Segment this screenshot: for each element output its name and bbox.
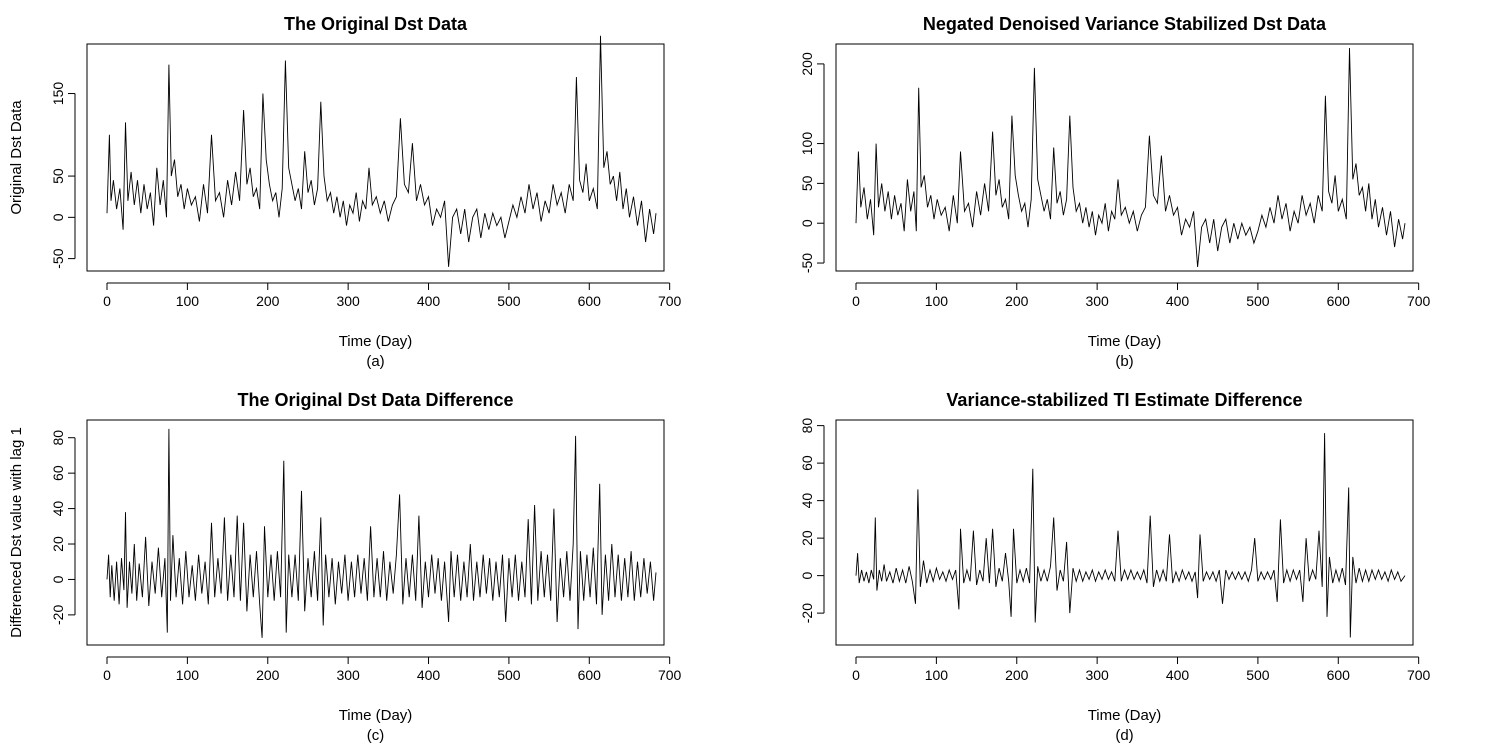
y-tick-label: -50 [799, 253, 815, 273]
x-tick-label: 0 [852, 293, 860, 309]
panel-caption: (d) [1115, 727, 1133, 744]
x-tick-label: 200 [256, 667, 280, 683]
y-tick-label: -20 [799, 603, 815, 623]
x-tick-label: 700 [658, 293, 682, 309]
y-tick-label: 40 [799, 493, 815, 509]
x-tick-label: 200 [256, 293, 280, 309]
series-line [106, 428, 657, 638]
chart-title: Variance-stabilized TI Estimate Differen… [946, 390, 1302, 410]
y-axis-label: Differenced Dst value with lag 1 [8, 427, 25, 638]
panel-d: Variance-stabilized TI Estimate Differen… [799, 390, 1431, 744]
x-tick-label: 700 [1407, 293, 1431, 309]
x-axis-label: Time (Day) [1088, 707, 1162, 724]
x-tick-label: 500 [497, 293, 521, 309]
y-tick-label: 20 [799, 530, 815, 546]
series-line [106, 35, 657, 267]
y-tick-label: 60 [799, 455, 815, 471]
x-axis-label: Time (Day) [339, 333, 413, 350]
x-tick-label: 300 [336, 667, 360, 683]
chart-title: The Original Dst Data Difference [237, 390, 513, 410]
x-tick-label: 500 [1246, 293, 1270, 309]
x-tick-label: 100 [176, 667, 200, 683]
y-tick-label: 50 [799, 175, 815, 191]
y-tick-label: -50 [50, 248, 66, 268]
chart-title: The Original Dst Data [284, 14, 468, 34]
x-tick-label: 100 [176, 293, 200, 309]
x-tick-label: 100 [925, 293, 949, 309]
y-tick-label: 0 [50, 213, 66, 221]
x-tick-label: 600 [1327, 293, 1351, 309]
panel-b: Negated Denoised Variance Stabilized Dst… [799, 14, 1431, 370]
plot-frame [86, 419, 665, 646]
x-tick-label: 200 [1005, 293, 1029, 309]
y-tick-label: 20 [50, 536, 66, 552]
x-tick-label: 400 [417, 293, 441, 309]
y-tick-label: 100 [799, 132, 815, 156]
series-line [855, 47, 1406, 268]
x-tick-label: 100 [925, 667, 949, 683]
y-tick-label: 50 [50, 168, 66, 184]
x-tick-label: 0 [852, 667, 860, 683]
panel-caption: (c) [367, 727, 385, 744]
chart-title: Negated Denoised Variance Stabilized Dst… [923, 14, 1327, 34]
x-tick-label: 400 [417, 667, 441, 683]
x-tick-label: 500 [497, 667, 521, 683]
panel-caption: (b) [1115, 353, 1133, 370]
plot-frame [835, 419, 1414, 646]
x-tick-label: 500 [1246, 667, 1270, 683]
series-line [855, 433, 1406, 638]
y-tick-label: 0 [799, 572, 815, 580]
x-tick-label: 700 [658, 667, 682, 683]
x-tick-label: 300 [1085, 667, 1109, 683]
x-tick-label: 600 [578, 667, 602, 683]
x-tick-label: 400 [1166, 667, 1190, 683]
y-tick-label: 80 [50, 430, 66, 446]
y-tick-label: 40 [50, 501, 66, 517]
y-tick-label: -20 [50, 605, 66, 625]
y-tick-label: 60 [50, 465, 66, 481]
y-tick-label: 80 [799, 418, 815, 434]
y-tick-label: 150 [50, 82, 66, 106]
y-tick-label: 0 [50, 575, 66, 583]
y-tick-label: 200 [799, 52, 815, 76]
x-tick-label: 300 [1085, 293, 1109, 309]
x-tick-label: 200 [1005, 667, 1029, 683]
x-tick-label: 600 [578, 293, 602, 309]
x-axis-label: Time (Day) [339, 707, 413, 724]
x-tick-label: 600 [1327, 667, 1351, 683]
x-tick-label: 300 [336, 293, 360, 309]
x-axis-label: Time (Day) [1088, 333, 1162, 350]
x-tick-label: 0 [103, 667, 111, 683]
y-tick-label: 0 [799, 219, 815, 227]
panel-caption: (a) [366, 353, 384, 370]
x-tick-label: 400 [1166, 293, 1190, 309]
plot-frame [86, 43, 665, 272]
y-axis-label: Original Dst Data [8, 100, 25, 215]
x-tick-label: 700 [1407, 667, 1431, 683]
plot-frame [835, 43, 1414, 272]
x-tick-label: 0 [103, 293, 111, 309]
